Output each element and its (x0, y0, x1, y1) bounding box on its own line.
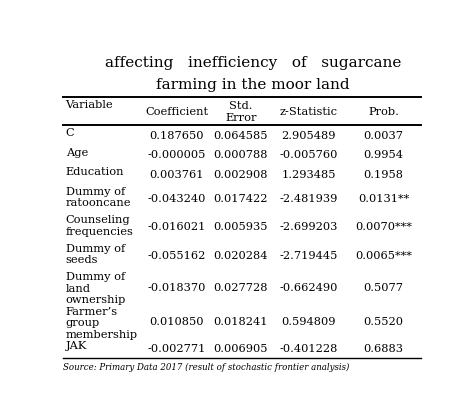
Text: 2.905489: 2.905489 (281, 131, 336, 141)
Text: 0.003761: 0.003761 (150, 170, 204, 180)
Text: Prob.: Prob. (368, 107, 399, 117)
Text: 0.0037: 0.0037 (363, 131, 404, 141)
Text: Coefficient: Coefficient (145, 107, 209, 117)
Text: 0.002908: 0.002908 (214, 170, 268, 180)
Text: -0.043240: -0.043240 (148, 194, 206, 203)
Text: 0.027728: 0.027728 (214, 282, 268, 292)
Text: z-Statistic: z-Statistic (279, 107, 337, 117)
Text: -2.699203: -2.699203 (279, 222, 338, 232)
Text: -0.002771: -0.002771 (148, 343, 206, 353)
Text: Dummy of
ratooncane: Dummy of ratooncane (66, 186, 131, 208)
Text: 0.1958: 0.1958 (363, 170, 404, 180)
Text: 0.5520: 0.5520 (363, 316, 404, 326)
Text: Std.
Error: Std. Error (225, 101, 257, 122)
Text: 0.0131**: 0.0131** (358, 194, 409, 203)
Text: 0.064585: 0.064585 (214, 131, 268, 141)
Text: 0.187650: 0.187650 (150, 131, 204, 141)
Text: -0.401228: -0.401228 (279, 343, 338, 353)
Text: Source: Primary Data 2017 (result of stochastic frontier analysis): Source: Primary Data 2017 (result of sto… (63, 362, 349, 371)
Text: 0.017422: 0.017422 (214, 194, 268, 203)
Text: 0.010850: 0.010850 (150, 316, 204, 326)
Text: -0.055162: -0.055162 (148, 250, 206, 260)
Text: Variable: Variable (66, 100, 113, 110)
Text: 0.018241: 0.018241 (214, 316, 268, 326)
Text: Age: Age (66, 147, 88, 157)
Text: 0.6883: 0.6883 (363, 343, 404, 353)
Text: 0.0065***: 0.0065*** (355, 250, 412, 260)
Text: -0.005760: -0.005760 (279, 150, 338, 160)
Text: 0.0070***: 0.0070*** (355, 222, 412, 232)
Text: 0.594809: 0.594809 (281, 316, 336, 326)
Text: C: C (66, 128, 74, 138)
Text: 1.293485: 1.293485 (281, 170, 336, 180)
Text: farming in the moor land: farming in the moor land (156, 78, 350, 92)
Text: Counseling
frequencies: Counseling frequencies (66, 215, 134, 236)
Text: -0.018370: -0.018370 (148, 282, 206, 292)
Text: Dummy of
land
ownership: Dummy of land ownership (66, 271, 126, 304)
Text: -2.719445: -2.719445 (279, 250, 338, 260)
Text: 0.9954: 0.9954 (363, 150, 404, 160)
Text: Farmer’s
group
membership: Farmer’s group membership (66, 306, 138, 339)
Text: JAK: JAK (66, 340, 87, 350)
Text: Education: Education (66, 167, 124, 177)
Text: 0.005935: 0.005935 (214, 222, 268, 232)
Text: -2.481939: -2.481939 (279, 194, 338, 203)
Text: 0.000788: 0.000788 (214, 150, 268, 160)
Text: -0.000005: -0.000005 (148, 150, 206, 160)
Text: 0.006905: 0.006905 (214, 343, 268, 353)
Text: Dummy of
seeds: Dummy of seeds (66, 243, 125, 265)
Text: affecting   inefficiency   of   sugarcane: affecting inefficiency of sugarcane (105, 56, 401, 70)
Text: -0.016021: -0.016021 (148, 222, 206, 232)
Text: -0.662490: -0.662490 (279, 282, 338, 292)
Text: 0.020284: 0.020284 (214, 250, 268, 260)
Text: 0.5077: 0.5077 (363, 282, 404, 292)
